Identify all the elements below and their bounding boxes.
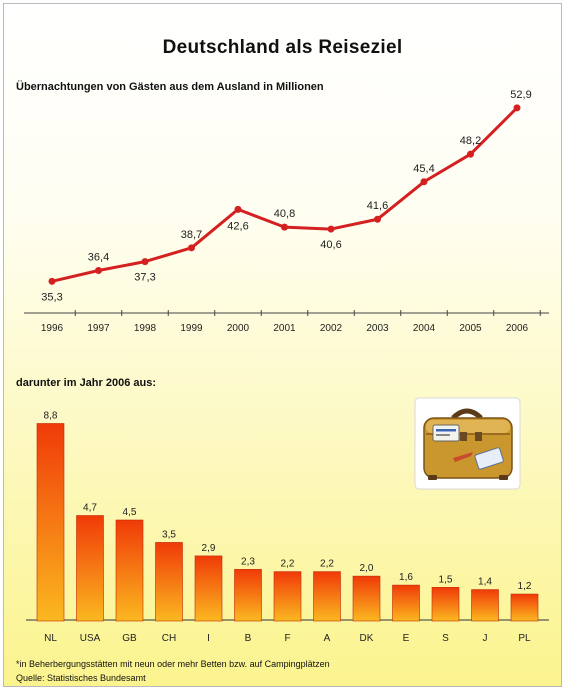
footnote: *in Beherbergungsstätten mit neun oder m… [16, 659, 330, 669]
line-point [421, 178, 428, 185]
bar [353, 576, 380, 621]
bar [511, 594, 538, 621]
series-line [52, 108, 517, 281]
line-point [49, 278, 56, 285]
bar [274, 572, 301, 621]
bar [37, 423, 64, 621]
bar-category-label: PL [518, 633, 531, 644]
line-data-label: 40,6 [320, 239, 341, 251]
bar-category-label: I [207, 633, 210, 644]
line-point [188, 244, 195, 251]
line-point [328, 226, 335, 233]
bar-data-label: 8,8 [44, 410, 58, 421]
bar-category-label: J [483, 633, 488, 644]
bar [77, 516, 104, 621]
bar-category-label: NL [44, 633, 57, 644]
line-x-tick-label: 2004 [413, 323, 436, 334]
line-chart: 35,3 36,4 37,3 38,7 42,6 40,8 40,6 41,6 45,4 48,2… [24, 89, 549, 334]
line-data-label: 52,9 [510, 89, 531, 101]
line-point [281, 224, 288, 231]
bar-data-label: 4,5 [123, 507, 137, 518]
bar-category-label: USA [80, 633, 101, 644]
line-x-tick-label: 2000 [227, 323, 250, 334]
line-data-label: 45,4 [413, 163, 434, 175]
bar-category-label: B [245, 633, 252, 644]
bar [235, 569, 262, 621]
infographic-panel: Deutschland als Reiseziel Übernachtungen… [3, 3, 562, 687]
bar-category-label: GB [122, 633, 137, 644]
bar-data-label: 1,4 [478, 577, 492, 588]
line-x-tick-label: 1998 [134, 323, 157, 334]
line-point [467, 151, 474, 158]
line-data-label: 41,6 [367, 200, 388, 212]
line-data-label: 35,3 [41, 291, 62, 303]
line-data-label: 38,7 [181, 229, 202, 241]
bar [116, 520, 143, 621]
bar-category-label: F [284, 633, 290, 644]
bar [195, 556, 222, 621]
line-point [95, 267, 102, 274]
bar-data-label: 2,0 [360, 563, 374, 574]
line-point [374, 216, 381, 223]
line-data-label: 40,8 [274, 208, 295, 220]
bar [393, 585, 420, 621]
bar-data-label: 2,9 [202, 543, 216, 554]
line-data-label: 48,2 [460, 135, 481, 147]
line-x-tick-label: 2006 [506, 323, 529, 334]
source-note: Quelle: Statistisches Bundesamt [16, 673, 146, 683]
line-x-tick-label: 2001 [273, 323, 296, 334]
bar [314, 572, 341, 621]
suitcase-icon [413, 396, 522, 491]
bar-category-label: DK [360, 633, 374, 644]
line-data-label: 42,6 [227, 220, 248, 232]
line-x-tick-label: 2003 [366, 323, 389, 334]
line-point [142, 258, 149, 265]
bar-data-label: 1,2 [518, 581, 532, 592]
bar-data-label: 3,5 [162, 529, 176, 540]
bar [472, 590, 499, 621]
line-data-label: 36,4 [88, 251, 109, 263]
bar-data-label: 1,5 [439, 574, 453, 585]
bar-data-label: 4,7 [83, 503, 97, 514]
bar-data-label: 2,2 [281, 559, 295, 570]
line-data-label: 37,3 [134, 272, 155, 284]
line-x-tick-label: 1996 [41, 323, 64, 334]
bar-data-label: 1,6 [399, 572, 413, 583]
line-point [235, 206, 242, 213]
bar-data-label: 2,2 [320, 559, 334, 570]
bar-data-label: 2,3 [241, 556, 255, 567]
bar [156, 542, 183, 621]
bar-category-label: A [324, 633, 331, 644]
bar-category-label: S [442, 633, 449, 644]
line-point [514, 104, 521, 111]
bar-category-label: E [403, 633, 410, 644]
charts-canvas: 35,3 36,4 37,3 38,7 42,6 40,8 40,6 41,6 45,4 48,2… [4, 4, 561, 686]
bar-category-label: CH [162, 633, 176, 644]
line-x-tick-label: 2005 [459, 323, 482, 334]
line-x-tick-label: 2002 [320, 323, 343, 334]
line-x-tick-label: 1999 [180, 323, 203, 334]
bar [432, 587, 459, 621]
line-x-tick-label: 1997 [87, 323, 110, 334]
